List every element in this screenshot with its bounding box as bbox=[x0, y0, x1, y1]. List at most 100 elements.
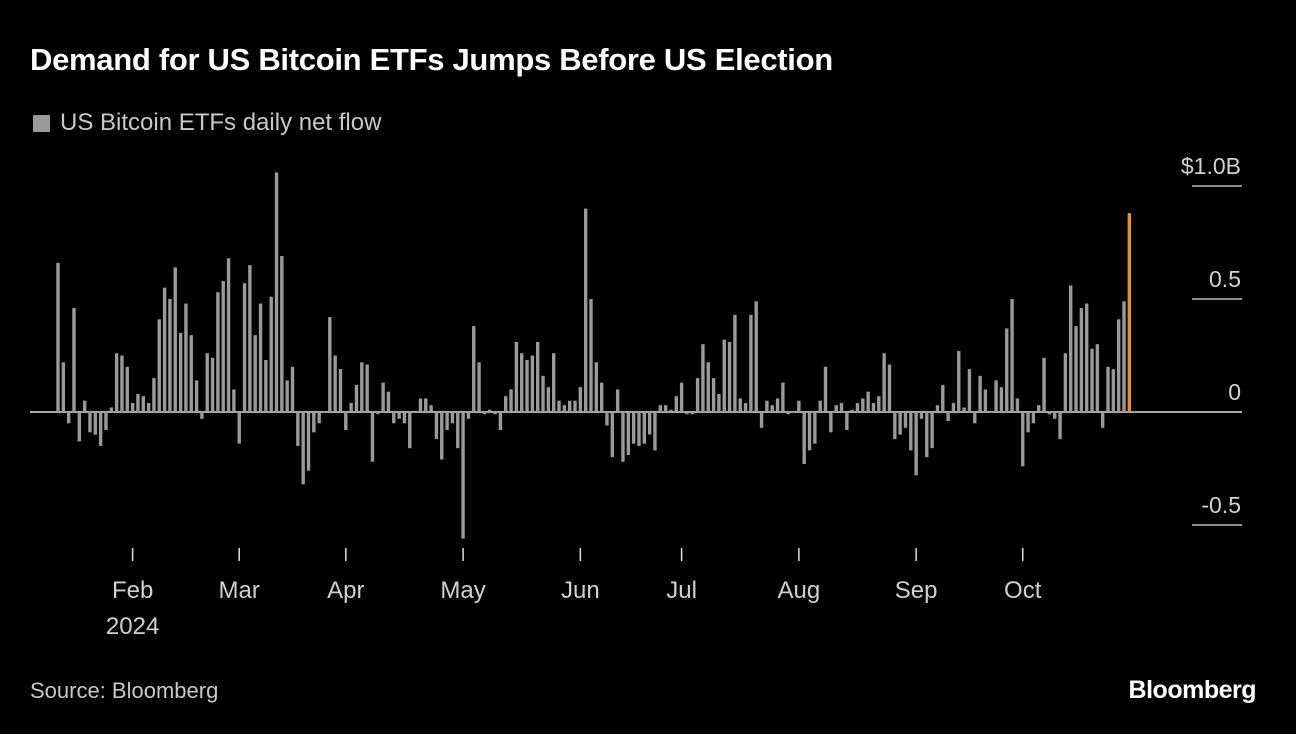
bar bbox=[621, 412, 625, 462]
bar bbox=[706, 362, 710, 412]
bar bbox=[1116, 319, 1121, 412]
bar bbox=[72, 308, 76, 412]
bar bbox=[98, 412, 103, 446]
bar bbox=[349, 402, 353, 412]
bar bbox=[717, 393, 721, 412]
bar bbox=[813, 412, 817, 444]
bar bbox=[1031, 412, 1036, 424]
bar bbox=[909, 412, 913, 451]
bar bbox=[962, 407, 966, 412]
bar bbox=[392, 412, 396, 424]
bar bbox=[546, 387, 551, 412]
bar bbox=[893, 412, 897, 440]
bar bbox=[376, 412, 380, 415]
bar bbox=[93, 412, 98, 435]
bar bbox=[855, 402, 860, 412]
bar bbox=[269, 296, 273, 412]
source-note: Source: Bloomberg bbox=[30, 678, 219, 703]
bar bbox=[626, 412, 631, 455]
bar bbox=[317, 412, 321, 424]
bar bbox=[1063, 353, 1068, 412]
bar bbox=[647, 412, 652, 435]
bar bbox=[541, 375, 545, 412]
bar bbox=[1037, 405, 1041, 412]
bar bbox=[823, 366, 828, 412]
bar bbox=[871, 402, 876, 412]
bar bbox=[88, 412, 92, 433]
x-tick-label: Jun bbox=[561, 577, 600, 604]
bar bbox=[605, 412, 609, 426]
bar bbox=[695, 378, 700, 412]
bar bbox=[264, 360, 268, 412]
y-tick-label: 0.5 bbox=[1209, 266, 1241, 292]
bar bbox=[690, 412, 694, 415]
bar bbox=[125, 366, 129, 412]
bar bbox=[253, 335, 257, 412]
bar bbox=[941, 384, 945, 412]
bar bbox=[1053, 412, 1057, 419]
bar bbox=[775, 398, 780, 412]
bar bbox=[477, 362, 481, 412]
bar bbox=[312, 412, 316, 433]
bar bbox=[210, 357, 215, 412]
bar bbox=[967, 369, 972, 412]
bar bbox=[130, 402, 135, 412]
bar bbox=[1058, 412, 1062, 440]
bar bbox=[402, 412, 407, 424]
bar bbox=[237, 412, 241, 444]
bar bbox=[802, 412, 806, 464]
bar bbox=[749, 314, 753, 412]
bar bbox=[674, 396, 678, 412]
bar bbox=[919, 412, 924, 419]
bar bbox=[994, 380, 998, 412]
bar bbox=[770, 405, 774, 412]
bar bbox=[589, 299, 593, 412]
bar bbox=[583, 208, 588, 412]
bar bbox=[450, 412, 455, 424]
bar bbox=[722, 339, 726, 412]
bar bbox=[328, 317, 332, 412]
bar bbox=[951, 402, 956, 412]
bar bbox=[669, 409, 673, 412]
bar bbox=[1026, 412, 1030, 433]
bar bbox=[221, 280, 225, 412]
bar bbox=[983, 389, 988, 412]
bar bbox=[77, 412, 82, 442]
bar bbox=[685, 412, 689, 415]
bar bbox=[557, 400, 561, 412]
bar bbox=[509, 389, 513, 412]
x-tick-label: Aug bbox=[778, 577, 821, 604]
bar bbox=[413, 412, 417, 413]
bar bbox=[1106, 366, 1110, 412]
bar bbox=[1021, 412, 1025, 467]
x-tick-label: Jul bbox=[666, 577, 697, 604]
bar bbox=[861, 398, 865, 412]
bar bbox=[280, 256, 284, 412]
bar bbox=[141, 396, 145, 412]
bar bbox=[61, 362, 66, 412]
bar bbox=[408, 412, 412, 449]
bar bbox=[386, 391, 391, 412]
bar bbox=[440, 412, 444, 460]
bar bbox=[653, 412, 657, 451]
x-tick-label: Oct bbox=[1004, 577, 1042, 604]
bar bbox=[797, 400, 801, 412]
bar bbox=[1090, 348, 1094, 412]
bar bbox=[903, 412, 908, 428]
bar bbox=[999, 387, 1004, 412]
bar bbox=[472, 326, 476, 412]
bar bbox=[482, 412, 487, 415]
bar bbox=[925, 412, 929, 458]
legend-swatch bbox=[33, 114, 50, 132]
bar bbox=[493, 412, 497, 415]
bar bbox=[882, 353, 886, 412]
bar bbox=[887, 364, 892, 412]
bar bbox=[834, 405, 838, 412]
bar bbox=[807, 412, 812, 451]
bar bbox=[333, 355, 337, 412]
bar bbox=[765, 400, 769, 412]
bar bbox=[1100, 412, 1105, 428]
bar bbox=[194, 380, 199, 412]
y-tick-label: 0 bbox=[1228, 379, 1241, 405]
